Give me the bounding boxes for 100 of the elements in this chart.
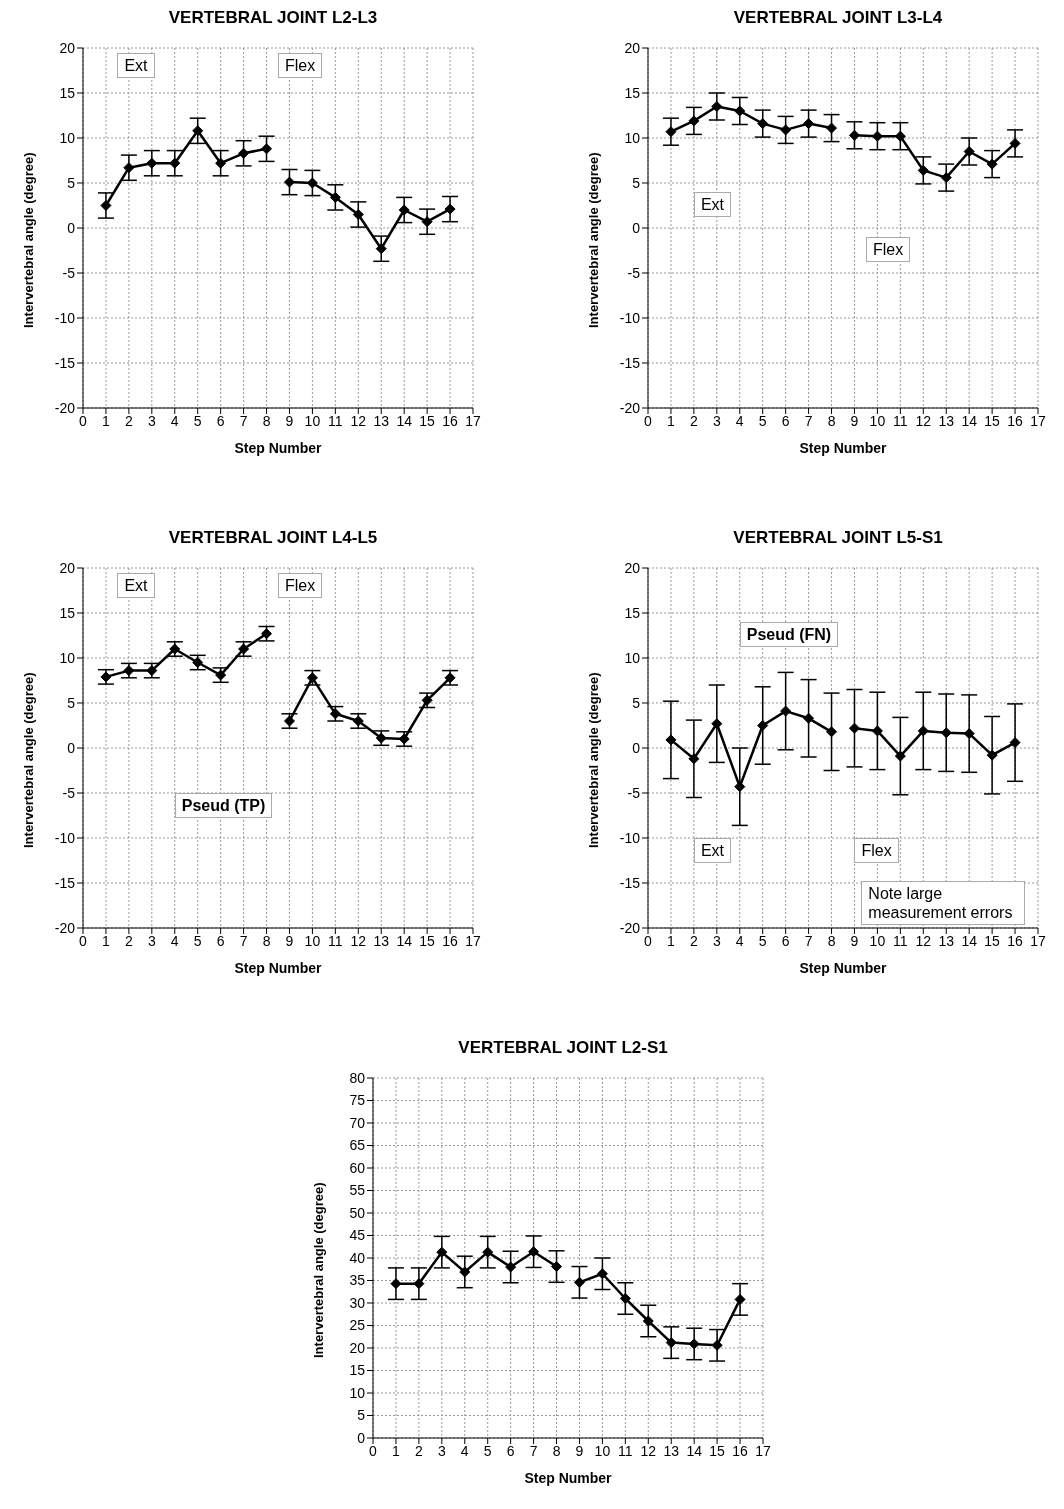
x-tick-label: 4 xyxy=(735,412,744,429)
annotation: Pseud (TP) xyxy=(174,793,273,818)
x-tick-label: 13 xyxy=(663,1442,680,1459)
point xyxy=(917,164,929,176)
y-tick-label: 10 xyxy=(624,129,641,146)
x-tick-label: 5 xyxy=(193,932,202,949)
x-tick-label: 16 xyxy=(1007,932,1024,949)
point xyxy=(848,129,860,141)
point xyxy=(780,705,792,717)
chart-title: VERTEBRAL JOINT L2-L3 xyxy=(167,8,379,28)
point xyxy=(711,101,723,112)
x-tick-label: 8 xyxy=(262,932,271,949)
point xyxy=(261,628,273,640)
point xyxy=(734,1293,746,1305)
x-tick-label: 17 xyxy=(1030,932,1046,949)
y-tick-label: -15 xyxy=(54,354,76,371)
annotation: Flex xyxy=(865,237,911,262)
y-tick-label: 10 xyxy=(349,1384,366,1401)
y-tick-label: 15 xyxy=(59,604,76,621)
point xyxy=(329,708,341,720)
y-tick-label: 0 xyxy=(67,219,76,236)
point xyxy=(573,1276,585,1288)
point xyxy=(848,722,860,734)
x-tick-label: 1 xyxy=(667,412,676,429)
y-tick-label: 35 xyxy=(349,1272,366,1289)
y-axis-title: Intervertebral angle (degree) xyxy=(310,1182,326,1358)
x-tick-label: 5 xyxy=(483,1442,492,1459)
y-tick-label: 45 xyxy=(349,1227,366,1244)
point xyxy=(398,204,410,216)
y-tick-label: -10 xyxy=(54,829,76,846)
x-tick-label: 13 xyxy=(373,932,390,949)
x-tick-label: 1 xyxy=(102,412,111,429)
point xyxy=(963,146,975,157)
y-tick-label: 5 xyxy=(632,694,641,711)
point xyxy=(390,1278,402,1290)
x-tick-label: 2 xyxy=(124,932,133,949)
y-tick-label: 30 xyxy=(349,1294,366,1311)
y-tick-label: -20 xyxy=(54,919,76,936)
y-tick-label: 5 xyxy=(632,174,641,191)
point xyxy=(734,781,746,793)
y-tick-label: -15 xyxy=(54,874,76,891)
x-tick-label: 16 xyxy=(1007,412,1024,429)
y-tick-label: -20 xyxy=(54,399,76,416)
x-tick-label: 2 xyxy=(689,412,698,429)
y-tick-label: -15 xyxy=(619,354,641,371)
x-tick-label: 11 xyxy=(618,1442,633,1459)
x-tick-label: 9 xyxy=(850,932,859,949)
y-tick-label: 5 xyxy=(67,174,76,191)
y-tick-label: 20 xyxy=(624,559,641,576)
x-tick-label: 15 xyxy=(419,932,436,949)
x-tick-label: 9 xyxy=(850,412,859,429)
y-tick-label: 80 xyxy=(349,1069,366,1086)
x-tick-label: 16 xyxy=(442,932,459,949)
x-tick-label: 7 xyxy=(804,932,813,949)
y-tick-label: 20 xyxy=(349,1339,366,1356)
x-tick-label: 1 xyxy=(102,932,111,949)
y-tick-label: 75 xyxy=(349,1092,366,1109)
point xyxy=(711,1339,723,1351)
y-tick-label: 0 xyxy=(632,739,641,756)
x-tick-label: 17 xyxy=(465,412,481,429)
x-tick-label: 6 xyxy=(781,932,790,949)
y-tick-label: 15 xyxy=(59,84,76,101)
y-tick-label: 10 xyxy=(624,649,641,666)
point xyxy=(757,118,769,130)
x-tick-label: 14 xyxy=(961,932,978,949)
y-tick-label: 40 xyxy=(349,1249,366,1266)
x-tick-label: 14 xyxy=(396,932,413,949)
x-tick-label: 14 xyxy=(686,1442,703,1459)
x-tick-label: 13 xyxy=(938,412,955,429)
y-tick-label: 15 xyxy=(624,604,641,621)
x-tick-label: 10 xyxy=(304,412,321,429)
annotation: Flex xyxy=(278,572,323,598)
point xyxy=(665,734,677,746)
x-tick-label: 14 xyxy=(396,412,413,429)
x-tick-label: 10 xyxy=(869,412,886,429)
x-tick-label: 12 xyxy=(915,412,932,429)
point xyxy=(123,162,135,174)
point xyxy=(711,718,723,730)
point xyxy=(826,122,838,134)
annotation: Note large measurement errors xyxy=(861,881,1026,926)
x-tick-label: 5 xyxy=(758,412,767,429)
point xyxy=(375,243,387,255)
annotation: Ext xyxy=(693,192,731,217)
x-tick-label: 3 xyxy=(712,412,721,429)
point xyxy=(352,209,364,220)
point xyxy=(1009,137,1021,149)
x-tick-label: 13 xyxy=(938,932,955,949)
x-tick-label: 8 xyxy=(552,1442,561,1459)
x-tick-label: 3 xyxy=(437,1442,446,1459)
annotation: Flex xyxy=(854,838,899,863)
y-tick-label: -20 xyxy=(619,399,641,416)
point xyxy=(757,720,769,731)
annotation: Ext xyxy=(117,572,155,598)
x-tick-label: 9 xyxy=(575,1442,584,1459)
point xyxy=(917,725,929,737)
point xyxy=(619,1293,631,1304)
y-tick-label: -15 xyxy=(619,874,641,891)
chart-title: VERTEBRAL JOINT L4-L5 xyxy=(167,528,379,548)
point xyxy=(482,1246,494,1258)
point xyxy=(688,115,700,127)
